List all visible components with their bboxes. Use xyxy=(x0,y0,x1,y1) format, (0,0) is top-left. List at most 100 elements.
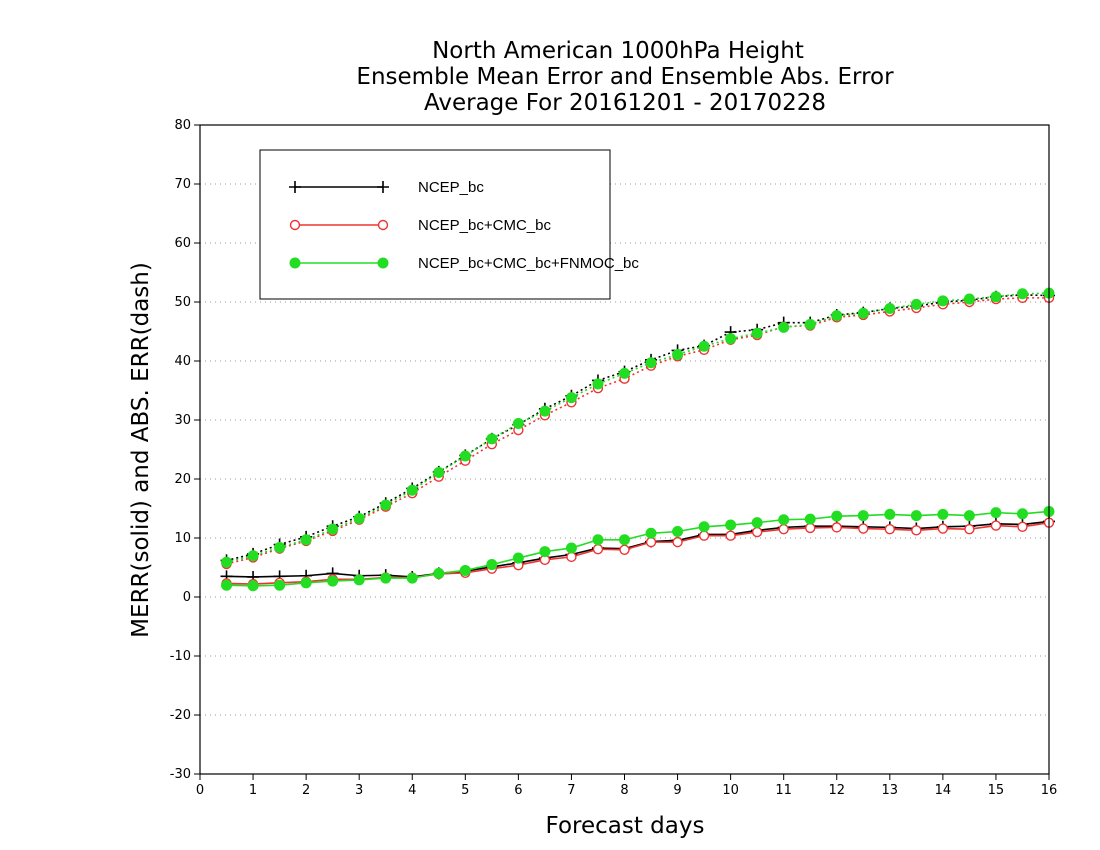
data-point-filled-circle xyxy=(937,295,949,307)
data-point-filled-circle xyxy=(990,507,1002,519)
data-point-open-circle xyxy=(964,523,975,535)
data-point-filled-circle xyxy=(592,534,604,546)
x-tick-label: 3 xyxy=(355,783,363,798)
x-tick-label: 2 xyxy=(302,783,310,798)
data-point-filled-circle xyxy=(857,510,869,522)
data-point-filled-circle xyxy=(221,579,233,591)
abs-err-line xyxy=(226,292,1050,563)
data-point-open-circle xyxy=(778,523,789,535)
legend-label: NCEP_bc+CMC_bc+FNMOC_bc xyxy=(418,255,639,272)
legend-entry-ncep-bc-cmc-bc: NCEP_bc+CMC_bc xyxy=(289,217,551,234)
x-tick-label: 12 xyxy=(828,783,845,798)
data-point-plus xyxy=(289,181,301,193)
data-point-filled-circle xyxy=(1016,288,1028,300)
y-tick-label: 70 xyxy=(174,177,191,192)
data-point-filled-circle xyxy=(990,291,1002,303)
data-point-open-circle xyxy=(645,536,657,548)
legend-label: NCEP_bc xyxy=(418,179,484,196)
x-tick-label: 10 xyxy=(722,783,739,798)
data-point-filled-circle xyxy=(778,321,790,333)
data-point-filled-circle xyxy=(937,508,949,520)
data-point-filled-circle xyxy=(778,514,790,526)
data-point-filled-circle xyxy=(963,293,975,305)
data-point-filled-circle xyxy=(751,327,763,339)
data-point-filled-circle xyxy=(459,450,471,462)
data-point-filled-circle xyxy=(353,513,365,525)
x-tick-label: 9 xyxy=(673,783,681,798)
data-point-filled-circle xyxy=(300,577,312,589)
y-tick-label: 60 xyxy=(174,236,191,251)
data-point-filled-circle xyxy=(406,484,418,496)
abs-err-line xyxy=(226,294,1050,562)
data-point-filled-circle xyxy=(221,556,233,568)
data-point-filled-circle xyxy=(289,257,301,269)
data-point-open-circle xyxy=(1017,521,1028,532)
y-tick-label: 20 xyxy=(174,472,191,487)
data-point-filled-circle xyxy=(857,307,869,319)
x-tick-label: 8 xyxy=(620,783,628,798)
y-tick-label: 30 xyxy=(174,413,191,428)
x-tick-label: 14 xyxy=(935,783,952,798)
data-point-filled-circle xyxy=(539,405,551,417)
data-point-filled-circle xyxy=(300,534,312,546)
series-ncep-bc-cmc-bc xyxy=(221,292,1055,590)
data-point-open-circle xyxy=(725,530,736,541)
data-point-filled-circle xyxy=(512,552,524,564)
y-tick-label: 0 xyxy=(183,590,191,605)
data-point-filled-circle xyxy=(831,310,843,322)
data-point-filled-circle xyxy=(512,418,524,430)
data-point-filled-circle xyxy=(910,298,922,310)
x-tick-label: 15 xyxy=(988,783,1005,798)
data-point-filled-circle xyxy=(619,534,630,546)
data-point-open-circle xyxy=(377,219,389,231)
y-tick-label: -20 xyxy=(170,708,191,723)
data-point-filled-circle xyxy=(406,572,418,584)
data-point-filled-circle xyxy=(619,367,630,379)
data-point-open-circle xyxy=(990,520,1002,531)
x-tick-label: 4 xyxy=(408,783,416,798)
data-point-open-circle xyxy=(858,523,869,534)
data-point-filled-circle xyxy=(486,433,498,445)
data-point-filled-circle xyxy=(831,510,843,522)
x-tick-label: 11 xyxy=(775,783,792,798)
data-point-open-circle xyxy=(619,544,630,555)
data-point-filled-circle xyxy=(565,392,577,404)
data-point-filled-circle xyxy=(274,541,286,553)
data-point-filled-circle xyxy=(380,499,392,511)
x-tick-label: 5 xyxy=(461,783,469,798)
x-axis-label: Forecast days xyxy=(546,813,705,839)
data-point-filled-circle xyxy=(672,526,684,538)
data-point-filled-circle xyxy=(884,508,896,520)
data-point-filled-circle xyxy=(274,579,286,591)
abs-err-line xyxy=(226,297,1049,565)
title-line-2: Ensemble Mean Error and Ensemble Abs. Er… xyxy=(356,64,894,90)
data-point-filled-circle xyxy=(433,567,445,579)
title-line-3: Average For 20161201 - 20170228 xyxy=(424,90,826,116)
data-point-open-circle xyxy=(884,523,896,535)
y-tick-label: -10 xyxy=(170,649,191,664)
x-tick-label: 16 xyxy=(1041,783,1058,798)
data-point-open-circle xyxy=(592,544,604,555)
data-point-filled-circle xyxy=(486,559,498,571)
legend-entry-ncep-bc: NCEP_bc xyxy=(289,179,484,196)
y-tick-label: 80 xyxy=(174,118,191,133)
data-point-filled-circle xyxy=(804,513,816,525)
data-point-open-circle xyxy=(937,523,949,534)
data-point-filled-circle xyxy=(592,378,604,390)
data-point-open-circle xyxy=(805,522,816,534)
data-point-filled-circle xyxy=(327,523,339,535)
x-tick-label: 7 xyxy=(567,783,575,798)
x-tick-label: 13 xyxy=(882,783,899,798)
data-point-plus xyxy=(377,181,389,193)
data-point-open-circle xyxy=(289,219,301,231)
data-point-filled-circle xyxy=(247,580,259,592)
legend-label: NCEP_bc+CMC_bc xyxy=(418,217,551,234)
y-tick-label: 10 xyxy=(174,531,191,546)
data-point-filled-circle xyxy=(327,575,339,587)
data-point-filled-circle xyxy=(884,302,896,314)
data-point-filled-circle xyxy=(377,257,389,269)
data-point-filled-circle xyxy=(672,349,684,361)
x-tick-label: 0 xyxy=(196,783,204,798)
